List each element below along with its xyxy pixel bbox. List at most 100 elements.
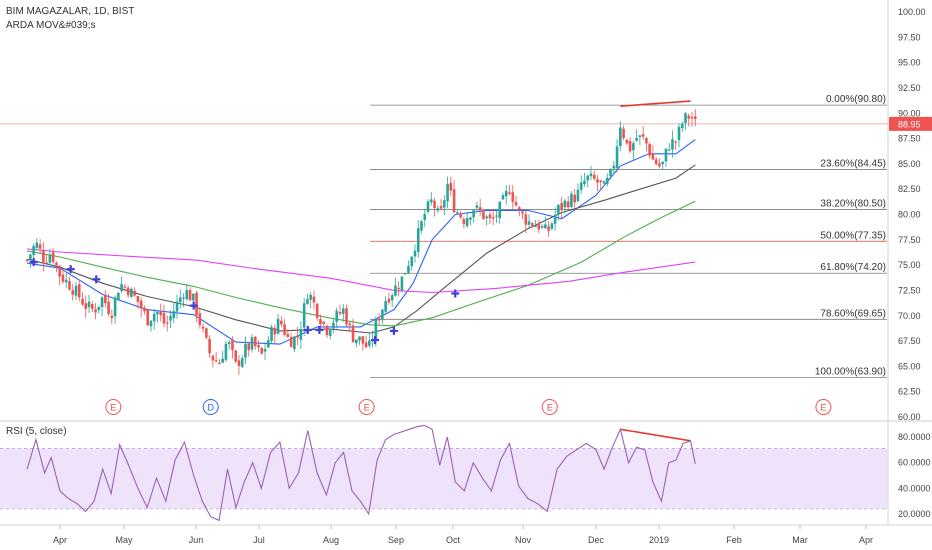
- candle-body: [120, 284, 123, 292]
- candle-body: [149, 320, 153, 327]
- candle-body: [667, 149, 671, 151]
- candle-body: [648, 144, 651, 156]
- candle-body: [348, 323, 352, 326]
- candle-body: [482, 210, 485, 220]
- candle-body: [576, 189, 580, 202]
- moving-average-line: [26, 164, 696, 334]
- candle-body: [664, 148, 668, 162]
- candle-body: [628, 141, 632, 152]
- event-marker-icon[interactable]: [541, 399, 558, 415]
- candle-body: [280, 320, 283, 325]
- price-axis-tick-label: 60.00: [898, 412, 921, 422]
- candle-body: [443, 200, 446, 208]
- candle-body: [465, 218, 469, 227]
- candle-body: [55, 262, 58, 266]
- candle-body: [283, 324, 286, 335]
- candle-body: [540, 226, 544, 228]
- event-marker-label[interactable]: E: [364, 402, 370, 412]
- candle-body: [439, 205, 443, 209]
- candle-body: [84, 303, 88, 309]
- candle-body: [276, 318, 280, 334]
- candle-body: [227, 342, 231, 344]
- candle-body: [355, 339, 358, 344]
- candle-body: [201, 326, 205, 329]
- candle-body: [459, 213, 462, 218]
- candle-body: [632, 143, 635, 151]
- candle-body: [684, 113, 687, 123]
- candle-body: [358, 336, 361, 341]
- candle-body: [361, 336, 365, 344]
- candle-body: [110, 315, 114, 319]
- candle-body: [478, 207, 482, 211]
- candle-body: [94, 309, 97, 313]
- candle-body: [195, 292, 198, 316]
- candle-body: [165, 322, 169, 324]
- candle-body: [61, 274, 65, 282]
- time-axis-tick-label: Mar: [792, 535, 808, 545]
- time-axis-tick-label: Nov: [515, 535, 532, 545]
- candle-body: [130, 288, 133, 298]
- candle-body: [299, 328, 303, 340]
- candle-body: [218, 362, 221, 365]
- candle-body: [485, 216, 488, 219]
- candle-body: [315, 303, 319, 318]
- candle-body: [491, 217, 495, 219]
- candle-body: [384, 301, 387, 312]
- event-marker-icon[interactable]: [815, 399, 832, 415]
- candle-body: [302, 303, 306, 328]
- candle-body: [410, 256, 414, 267]
- candle-body: [335, 310, 339, 322]
- candle-body: [596, 179, 599, 183]
- candle-body: [390, 295, 394, 301]
- candle-body: [635, 137, 638, 141]
- rsi-line: [26, 424, 696, 522]
- event-marker-label[interactable]: E: [110, 402, 116, 412]
- price-axis-tick-label: 67.50: [898, 336, 921, 346]
- candle-body: [152, 313, 156, 322]
- chart-title: BIM MAGAZALAR, 1D, BIST: [6, 6, 135, 17]
- candle-body: [139, 300, 143, 309]
- candle-body: [247, 343, 251, 351]
- candle-body: [263, 349, 267, 352]
- moving-average-line: [27, 139, 696, 345]
- moving-average-line: [27, 248, 696, 294]
- price-axis-tick-label: 62.50: [898, 387, 921, 397]
- candle-body: [208, 338, 211, 354]
- rsi-axis-tick-label: 60.0000: [898, 458, 931, 468]
- candle-body: [566, 201, 570, 208]
- event-marker-icon[interactable]: [202, 399, 219, 415]
- signal-cross-icon: [29, 258, 38, 267]
- event-marker-label[interactable]: E: [547, 402, 553, 412]
- event-marker-icon[interactable]: [105, 399, 122, 415]
- signal-cross-icon: [189, 301, 198, 310]
- candle-body: [654, 159, 658, 165]
- candle-body: [97, 306, 101, 311]
- candle-body: [185, 290, 189, 300]
- event-marker-label[interactable]: D: [207, 402, 214, 412]
- time-axis-tick-label: Aug: [323, 535, 339, 545]
- signal-cross-icon: [66, 265, 75, 274]
- candle-body: [403, 273, 407, 275]
- candle-body: [397, 288, 400, 290]
- event-marker-icon[interactable]: [358, 399, 375, 415]
- candle-body: [156, 311, 159, 315]
- event-marker-label[interactable]: E: [820, 402, 826, 412]
- candle-body: [498, 201, 502, 219]
- candle-body: [38, 244, 42, 249]
- signal-cross-icon: [303, 325, 312, 334]
- last-price-tag: [889, 116, 932, 131]
- candle-body: [374, 319, 378, 340]
- indicator-title: ARDA MOV&#039;s: [6, 20, 96, 31]
- candle-body: [51, 252, 55, 262]
- candle-body: [260, 347, 264, 354]
- candle-body: [619, 127, 622, 147]
- candle-body: [420, 221, 423, 231]
- candle-body: [609, 169, 612, 177]
- candle-body: [462, 219, 466, 225]
- candle-body: [605, 177, 609, 184]
- candle-body: [42, 251, 45, 263]
- time-axis-tick-label: Apr: [53, 535, 67, 545]
- candle-body: [58, 265, 61, 277]
